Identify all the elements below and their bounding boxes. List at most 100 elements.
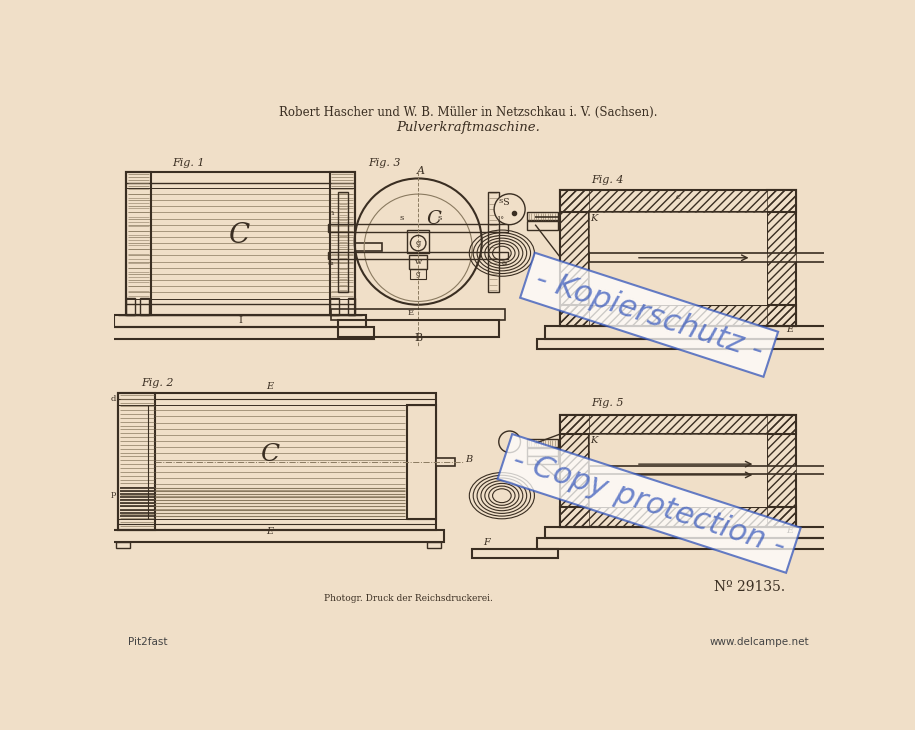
- Text: B: B: [414, 333, 422, 343]
- Text: A: A: [416, 166, 425, 176]
- Text: g: g: [416, 270, 420, 278]
- Bar: [537, 538, 851, 549]
- Bar: [544, 526, 843, 538]
- Bar: [560, 190, 796, 212]
- Bar: [349, 298, 355, 315]
- Text: w: w: [414, 258, 422, 266]
- Bar: [560, 415, 796, 434]
- Text: Photogr. Druck der Reichsdruckerei.: Photogr. Druck der Reichsdruckerei.: [325, 594, 493, 604]
- Text: B: B: [466, 455, 472, 464]
- Text: Pulverkraftmaschine.: Pulverkraftmaschine.: [396, 121, 541, 134]
- Bar: [527, 220, 558, 230]
- Bar: [560, 415, 796, 434]
- Text: Fig. 4: Fig. 4: [591, 175, 623, 185]
- Text: s: s: [399, 214, 404, 222]
- Bar: [544, 326, 843, 339]
- Text: S: S: [502, 199, 509, 207]
- Bar: [436, 458, 456, 466]
- Bar: [560, 507, 796, 526]
- Text: h: h: [328, 209, 334, 217]
- Text: F: F: [483, 538, 490, 547]
- Text: Fig. 1: Fig. 1: [173, 158, 205, 168]
- Text: I: I: [238, 316, 242, 326]
- Bar: [126, 172, 151, 315]
- Text: E: E: [787, 326, 793, 334]
- Text: Fig. 2: Fig. 2: [142, 377, 174, 388]
- Text: K: K: [589, 214, 597, 223]
- Bar: [560, 190, 589, 326]
- Bar: [114, 315, 366, 327]
- Text: C: C: [230, 222, 251, 249]
- Bar: [589, 253, 858, 262]
- Bar: [589, 434, 767, 507]
- Bar: [329, 298, 339, 315]
- Bar: [589, 466, 858, 475]
- Bar: [118, 393, 436, 531]
- Text: a₁: a₁: [501, 209, 509, 217]
- Bar: [560, 304, 796, 326]
- Bar: [527, 456, 558, 464]
- Text: C: C: [260, 442, 279, 466]
- Bar: [560, 415, 589, 526]
- Bar: [767, 415, 796, 526]
- Bar: [409, 255, 427, 269]
- Text: Fig. 3: Fig. 3: [369, 158, 401, 168]
- Text: E: E: [407, 309, 414, 317]
- Bar: [140, 298, 149, 315]
- Bar: [126, 172, 355, 315]
- Circle shape: [494, 194, 525, 225]
- Bar: [767, 190, 796, 326]
- Text: Pit2fast: Pit2fast: [128, 637, 167, 647]
- Text: s: s: [437, 214, 442, 222]
- Bar: [488, 191, 499, 292]
- Text: s: s: [498, 197, 502, 205]
- Bar: [560, 304, 796, 326]
- Text: - Copy protection -: - Copy protection -: [509, 445, 789, 561]
- Bar: [116, 542, 130, 548]
- Bar: [560, 190, 796, 212]
- Bar: [560, 190, 589, 326]
- Bar: [767, 415, 796, 526]
- Bar: [111, 531, 444, 542]
- Bar: [329, 172, 355, 315]
- Text: a₁: a₁: [501, 258, 509, 266]
- Bar: [411, 269, 425, 279]
- Bar: [328, 252, 508, 259]
- Text: Nº 29135.: Nº 29135.: [715, 580, 785, 593]
- Text: d: d: [111, 395, 116, 403]
- Text: C: C: [426, 210, 441, 228]
- Text: 1°: 1°: [496, 216, 504, 224]
- Bar: [118, 393, 156, 531]
- Bar: [107, 327, 374, 339]
- Text: Robert Hascher und W. B. Müller in Netzschkau i. V. (Sachsen).: Robert Hascher und W. B. Müller in Netzs…: [279, 106, 658, 119]
- Bar: [472, 549, 557, 558]
- Bar: [589, 212, 767, 304]
- Bar: [426, 542, 441, 548]
- Text: c: c: [675, 193, 680, 201]
- Circle shape: [499, 431, 521, 453]
- Bar: [355, 243, 382, 251]
- Bar: [767, 190, 796, 326]
- Bar: [407, 230, 429, 253]
- Text: K: K: [589, 437, 597, 445]
- Text: E: E: [266, 383, 273, 391]
- Bar: [560, 507, 796, 526]
- Bar: [126, 298, 135, 315]
- Bar: [338, 320, 499, 337]
- Text: - Kopierschutz -: - Kopierschutz -: [532, 264, 767, 365]
- Bar: [331, 309, 505, 320]
- Bar: [527, 439, 558, 447]
- Bar: [537, 339, 851, 350]
- Text: Fig. 5: Fig. 5: [591, 399, 623, 408]
- Text: g: g: [415, 239, 421, 247]
- Text: www.delcampe.net: www.delcampe.net: [710, 637, 810, 647]
- Text: a₁: a₁: [328, 258, 335, 266]
- Text: E: E: [787, 526, 793, 534]
- Bar: [527, 212, 558, 220]
- Text: p: p: [111, 490, 116, 498]
- Bar: [338, 191, 349, 292]
- Text: E: E: [266, 527, 273, 537]
- Bar: [406, 405, 436, 519]
- Bar: [560, 415, 589, 526]
- Bar: [328, 224, 508, 231]
